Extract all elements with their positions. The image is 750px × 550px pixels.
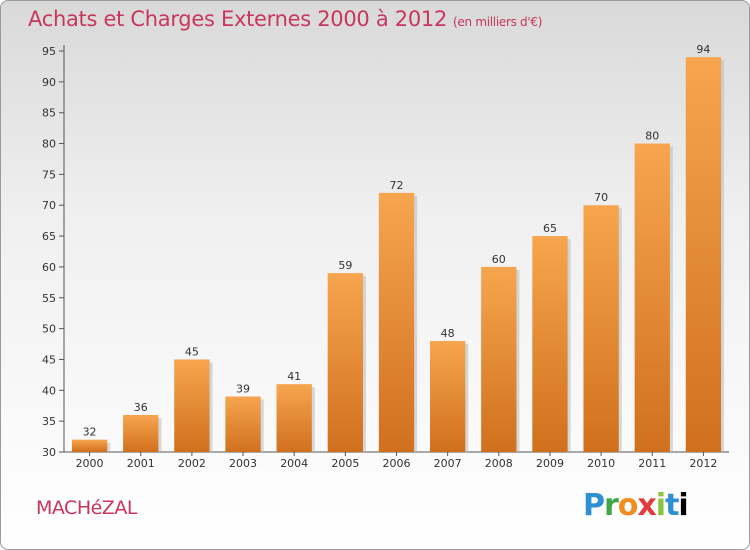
bar [327,273,363,452]
bar [71,439,108,452]
x-tick-label: 2011 [638,457,666,470]
x-tick-label: 2012 [689,457,717,470]
bar [634,143,670,453]
x-tick-label: 2004 [280,457,308,470]
data-label: 36 [134,401,148,414]
x-tick-label: 2009 [536,457,564,470]
chart-data-labels: 32 36 45 39 41 59 72 48 60 65 70 80 94 [83,43,711,438]
bar [481,266,517,452]
logo-letter: i [655,488,666,523]
y-tick-label: 60 [42,261,56,274]
x-tick-label: 2000 [76,457,104,470]
chart-title: Achats et Charges Externes 2000 à 2012 (e… [28,7,542,31]
x-tick-label: 2007 [434,457,462,470]
y-tick-label: 30 [42,446,56,459]
bar [174,359,210,452]
x-tick-label: 2006 [383,457,411,470]
y-tick-label: 65 [42,230,56,243]
data-label: 60 [492,253,506,266]
data-label: 94 [696,43,710,56]
bar [276,384,312,452]
bar [685,57,722,453]
data-label: 45 [185,345,199,358]
data-label: 70 [594,191,608,204]
data-label: 32 [83,426,97,439]
y-tick-label: 95 [42,45,56,58]
y-tick-label: 45 [42,353,56,366]
x-tick-label: 2001 [127,457,155,470]
logo-letter: P [583,488,605,523]
y-tick-label: 55 [42,292,56,305]
logo-letter: o [617,488,639,523]
y-tick-label: 85 [42,107,56,120]
chart-bars [71,57,725,453]
bar [430,340,466,452]
proxiti-logo: Proxiti [583,488,689,523]
logo-letter: i [678,488,688,523]
bar [532,236,568,452]
x-tick-label: 2002 [178,457,206,470]
data-label: 65 [543,222,557,235]
data-label: 80 [645,130,659,143]
x-tick-label: 2005 [331,457,359,470]
y-tick-label: 50 [42,323,56,336]
data-label: 72 [390,179,404,192]
bar [583,205,619,452]
bar [123,414,159,452]
data-label: 59 [338,259,352,272]
logo-letter: x [637,488,656,523]
y-tick-label: 80 [42,138,56,151]
chart-subtitle: (en milliers d'€) [453,15,543,29]
data-label: 48 [441,327,455,340]
y-tick-label: 35 [42,415,56,428]
data-label: 41 [287,370,301,383]
logo-letter: t [665,488,679,523]
y-tick-label: 70 [42,199,56,212]
y-tick-label: 90 [42,76,56,89]
y-tick-label: 40 [42,384,56,397]
commune-name: MACHéZAL [36,497,137,519]
bar [378,192,415,452]
chart-title-text: Achats et Charges Externes 2000 à 2012 [28,7,448,31]
data-label: 39 [236,382,250,395]
chart-axes: 30 35 40 45 50 55 60 65 70 75 80 85 90 95 2000 2001 2002… [42,45,729,470]
bar [225,396,261,452]
x-tick-label: 2008 [485,457,513,470]
x-tick-label: 2010 [587,457,615,470]
y-tick-label: 75 [42,168,56,181]
x-tick-label: 2003 [229,457,257,470]
logo-letter: r [604,488,619,523]
